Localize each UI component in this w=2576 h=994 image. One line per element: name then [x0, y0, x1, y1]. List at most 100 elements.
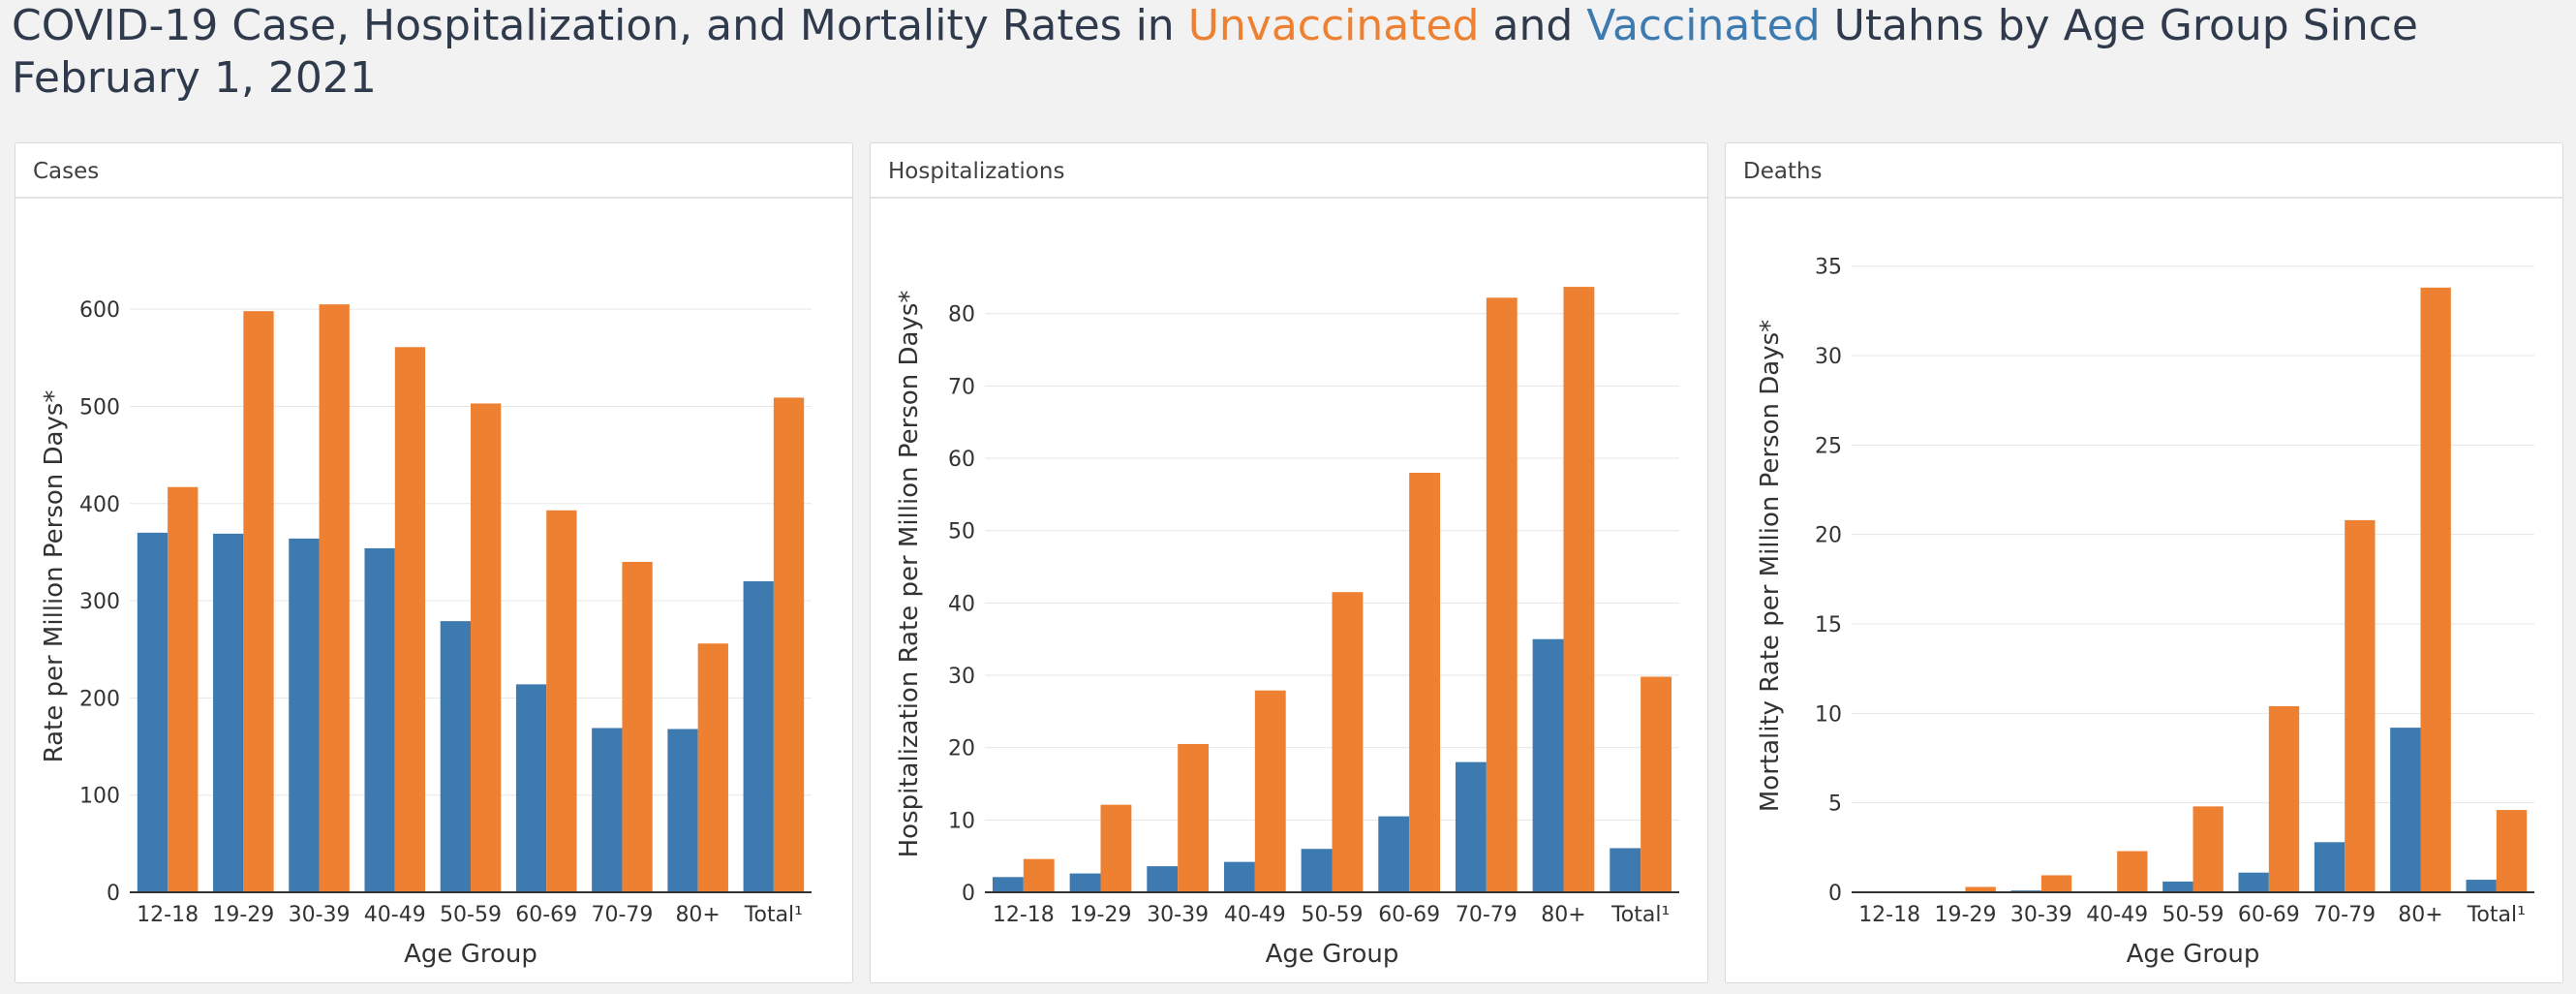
unvaccinated-bar [1965, 886, 1996, 892]
unvaccinated-bar [773, 397, 805, 892]
title-prefix: COVID-19 Case, Hospitalization, and Mort… [12, 1, 1188, 50]
y-tick-label: 500 [79, 395, 120, 419]
unvaccinated-bar [697, 643, 728, 892]
y-tick-label: 40 [948, 592, 975, 616]
x-tick-label: 19-29 [1935, 903, 1997, 927]
hospitalizations-chart: 0 10 20 30 40 50 60 70 80 12-18 19-29 30-39 40-49 50-… [895, 287, 1679, 969]
vaccinated-bar [289, 538, 320, 892]
x-tick-label: 60-69 [2238, 903, 2300, 927]
vaccinated-bar [992, 877, 1024, 892]
deaths-panel-title: Deaths [1726, 143, 2562, 199]
vaccinated-bar [1223, 861, 1255, 892]
x-tick-label: 50-59 [2162, 903, 2224, 927]
x-tick-label: 19-29 [212, 903, 274, 927]
unvaccinated-bar [471, 403, 502, 892]
x-tick-label: 12-18 [137, 903, 199, 927]
vaccinated-bar [743, 581, 774, 892]
deaths-chart: 0 5 10 15 20 25 30 35 12-18 19-29 30-39 40-49 50-59 6… [1756, 256, 2534, 969]
vaccinated-bar [2314, 842, 2346, 892]
title-and: and [1479, 1, 1587, 50]
vaccinated-bar [2238, 872, 2269, 892]
unvaccinated-bar [2345, 519, 2376, 892]
unvaccinated-bar [2496, 810, 2528, 892]
vaccinated-bar [2466, 880, 2497, 892]
vaccinated-bar [515, 684, 547, 892]
vaccinated-bar [592, 728, 623, 892]
cases-panel-title: Cases [15, 143, 852, 199]
vaccinated-bar [1455, 761, 1487, 892]
unvaccinated-bar [546, 510, 577, 892]
y-tick-label: 200 [79, 687, 120, 711]
vaccinated-bar [440, 621, 471, 892]
unvaccinated-bar [2040, 875, 2072, 892]
x-tick-label: 70-79 [591, 903, 653, 927]
cases-panel: Cases 0 100 200 300 400 500 600 12-18 19-29 30-39… [15, 142, 853, 983]
x-tick-label: Total¹ [1610, 903, 1670, 927]
unvaccinated-bar [622, 561, 653, 892]
x-tick-label: Total¹ [744, 903, 803, 927]
y-tick-label: 25 [1815, 434, 1842, 458]
unvaccinated-bar [1641, 676, 1672, 892]
unvaccinated-bar [168, 486, 199, 892]
x-tick-label: Total¹ [2467, 903, 2526, 927]
vaccinated-bar [1532, 638, 1564, 892]
x-tick-label: 30-39 [2010, 903, 2072, 927]
title-suffix: Utahns by Age Group Since February 1, 20… [12, 1, 2418, 103]
vaccinated-bar [1301, 849, 1333, 892]
x-tick-label: 40-49 [364, 903, 426, 927]
y-tick-label: 60 [948, 448, 975, 472]
y-tick-label: 0 [1828, 882, 1842, 906]
unvaccinated-bar [1178, 743, 1210, 892]
vaccinated-bar [667, 729, 698, 892]
unvaccinated-bar [1486, 297, 1518, 893]
y-axis-title: Mortality Rate per Million Person Days* [1756, 320, 1785, 812]
x-tick-label: 60-69 [515, 903, 577, 927]
vaccinated-bar [2162, 881, 2193, 892]
y-tick-label: 35 [1815, 256, 1842, 280]
y-tick-label: 30 [948, 665, 975, 689]
vaccinated-bar [1378, 816, 1410, 892]
y-axis-title: Rate per Million Person Days* [40, 390, 69, 763]
unvaccinated-bar [1100, 804, 1132, 892]
unvaccinated-bar [1254, 690, 1286, 892]
x-tick-label: 40-49 [1224, 903, 1286, 927]
y-tick-label: 5 [1828, 792, 1842, 817]
unvaccinated-bar [1563, 287, 1595, 892]
unvaccinated-bar [394, 347, 426, 892]
hospitalizations-panel-title: Hospitalizations [871, 143, 1707, 199]
unvaccinated-bar [243, 311, 274, 892]
x-tick-label: 70-79 [2314, 903, 2376, 927]
unvaccinated-bar [2117, 851, 2148, 892]
y-tick-label: 0 [962, 882, 975, 906]
x-tick-label: 80+ [2398, 903, 2442, 927]
x-tick-label: 30-39 [289, 903, 351, 927]
unvaccinated-bar [319, 304, 350, 893]
x-tick-label: 50-59 [1302, 903, 1364, 927]
x-axis-title: Age Group [2127, 940, 2260, 969]
vaccinated-bar [1069, 873, 1101, 892]
x-tick-label: 60-69 [1378, 903, 1440, 927]
y-tick-label: 600 [79, 298, 120, 323]
unvaccinated-bar [1409, 472, 1441, 892]
y-tick-label: 70 [948, 375, 975, 399]
cases-chart: 0 100 200 300 400 500 600 12-18 19-29 30-39 40-49 5… [40, 298, 812, 969]
y-tick-label: 300 [79, 590, 120, 614]
vaccinated-bar [1610, 848, 1641, 892]
x-axis-title: Age Group [1266, 940, 1399, 969]
x-tick-label: 80+ [675, 903, 720, 927]
x-tick-label: 30-39 [1147, 903, 1209, 927]
y-tick-label: 10 [948, 809, 975, 833]
y-tick-label: 100 [79, 785, 120, 809]
y-tick-label: 400 [79, 493, 120, 517]
unvaccinated-bar [1023, 858, 1055, 892]
x-axis-title: Age Group [404, 940, 537, 969]
y-tick-label: 15 [1815, 613, 1842, 637]
x-tick-label: 70-79 [1456, 903, 1518, 927]
y-tick-label: 50 [948, 520, 975, 544]
unvaccinated-bar [2268, 705, 2300, 892]
unvaccinated-bar [2193, 806, 2223, 892]
unvaccinated-bar [1332, 592, 1364, 892]
title-vaccinated: Vaccinated [1586, 1, 1821, 50]
x-tick-label: 12-18 [1858, 903, 1920, 927]
x-tick-label: 12-18 [993, 903, 1055, 927]
